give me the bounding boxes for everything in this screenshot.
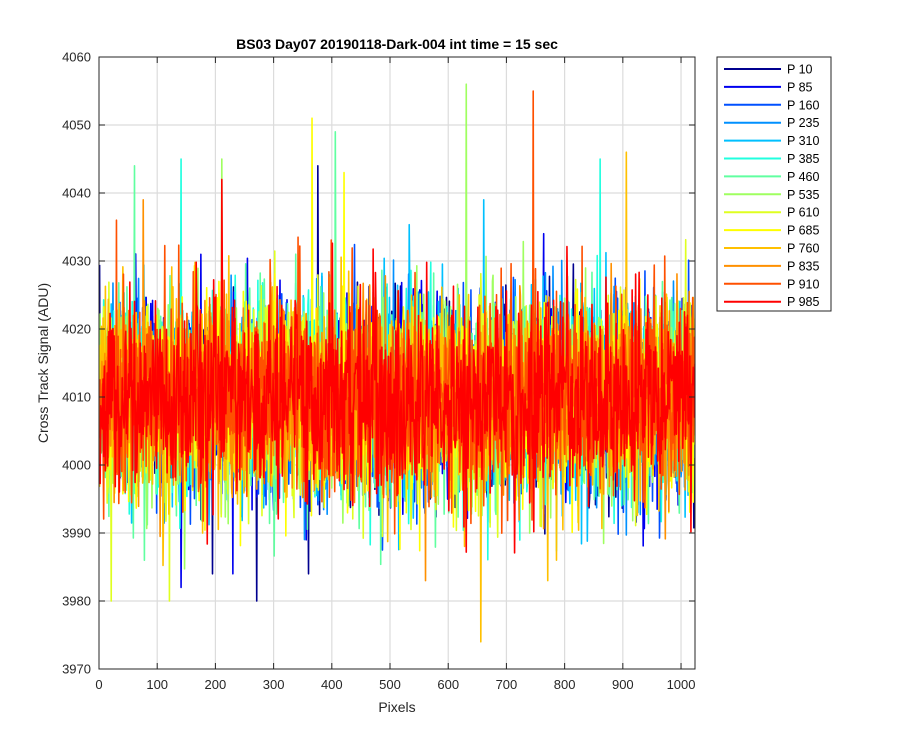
y-tick-label: 3970 (62, 662, 91, 677)
legend-entry-label: P 985 (787, 295, 819, 309)
x-tick-label: 700 (496, 677, 518, 692)
y-tick-label: 4060 (62, 50, 91, 65)
y-tick-label: 4040 (62, 186, 91, 201)
y-tick-label: 4020 (62, 322, 91, 337)
x-tick-label: 100 (146, 677, 168, 692)
legend-entry-label: P 310 (787, 134, 819, 148)
legend-entry-label: P 910 (787, 277, 819, 291)
x-tick-label: 500 (379, 677, 401, 692)
y-tick-label: 3980 (62, 594, 91, 609)
legend-entry-label: P 85 (787, 80, 813, 94)
legend-entry-label: P 685 (787, 224, 819, 238)
x-tick-label: 1000 (667, 677, 696, 692)
y-tick-label: 4050 (62, 118, 91, 133)
legend-box (716, 56, 832, 312)
plot-area (99, 83, 695, 643)
plot-frame (98, 56, 696, 670)
y-tick-label: 3990 (62, 526, 91, 541)
x-tick-label: 0 (95, 677, 102, 692)
y-tick-label: 4030 (62, 254, 91, 269)
x-tick-label: 200 (205, 677, 227, 692)
y-axis-label: Cross Track Signal (ADU) (35, 283, 51, 443)
x-tick-label: 600 (437, 677, 459, 692)
legend-entry-label: P 535 (787, 188, 819, 202)
chart-title: BS03 Day07 20190118-Dark-004 int time = … (236, 36, 558, 52)
legend-entry-label: P 610 (787, 206, 819, 220)
legend-entry-label: P 385 (787, 152, 819, 166)
y-tick-label: 4010 (62, 390, 91, 405)
axes: 0 100 200 300 400 500 600 700 800 900 1000 3970 3980… (62, 50, 695, 693)
x-axis-label: Pixels (378, 699, 415, 715)
legend-entry-label: P 835 (787, 259, 819, 273)
series-line-p985 (99, 178, 695, 554)
legend: P 10 P 85 P 160 P 235 P 310 P 385 P 460 P 535 P … (716, 56, 832, 312)
x-tick-label: 300 (263, 677, 285, 692)
legend-entry-label: P 460 (787, 170, 819, 184)
x-tick-label: 400 (321, 677, 343, 692)
legend-entry-label: P 160 (787, 98, 819, 112)
x-tick-label: 900 (612, 677, 634, 692)
x-tick-label: 800 (554, 677, 576, 692)
legend-entry-label: P 760 (787, 242, 819, 256)
series-layer (99, 83, 695, 643)
legend-entry-label: P 235 (787, 116, 819, 130)
y-tick-label: 4000 (62, 458, 91, 473)
legend-entry-label: P 10 (787, 63, 813, 77)
